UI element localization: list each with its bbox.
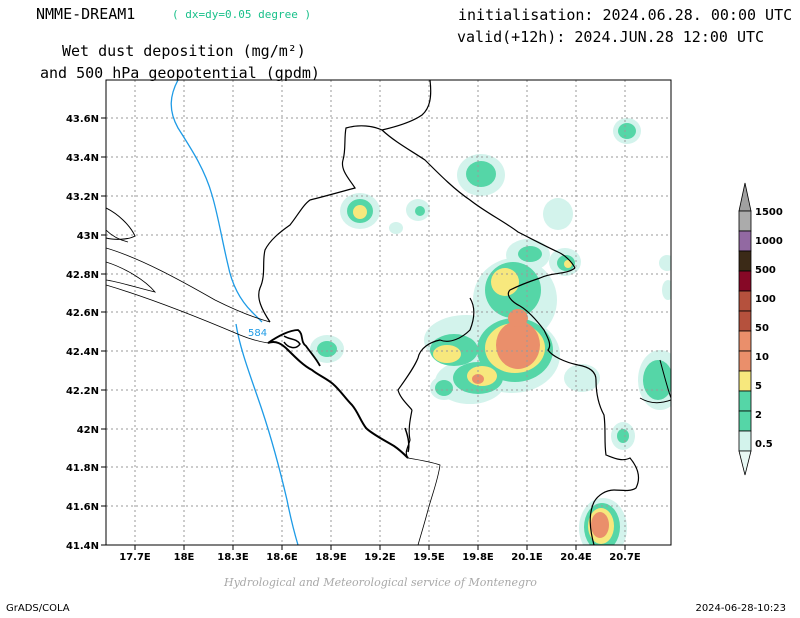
lon-label: 20.7E [609, 552, 641, 563]
lat-label: 43.4N [66, 153, 99, 164]
generated-timestamp: 2024-06-28-10:23 [695, 603, 786, 614]
lon-label: 20.4E [560, 552, 592, 563]
lat-label: 43.6N [66, 114, 99, 125]
lat-label: 43.2N [66, 192, 99, 203]
colorbar-label: 100 [755, 294, 776, 305]
colorbar-swatch [738, 430, 752, 452]
lon-label: 18.3E [217, 552, 249, 563]
software-label: GrADS/COLA [6, 603, 70, 614]
lat-label: 41.6N [66, 502, 99, 513]
colorbar-swatch [738, 210, 752, 232]
colorbar-swatch [738, 230, 752, 252]
lon-label: 19.2E [364, 552, 396, 563]
axis-ticks [101, 117, 626, 550]
colorbar [738, 182, 752, 476]
colorbar-swatch [738, 250, 752, 272]
dust-deposition-field [310, 118, 671, 545]
colorbar-swatch [738, 310, 752, 332]
lon-label: 19.5E [413, 552, 445, 563]
lat-lon-grid [106, 80, 671, 545]
lon-label: 19.8E [462, 552, 494, 563]
valid-time: valid(+12h): 2024.JUN.28 12:00 UTC [457, 28, 765, 46]
lon-label: 17.7E [119, 552, 151, 563]
colorbar-swatch [738, 270, 752, 292]
lat-label: 42.4N [66, 347, 99, 358]
lon-label: 18.9E [315, 552, 347, 563]
contour-label-584: 584 [248, 328, 267, 339]
colorbar-label: 1000 [755, 236, 783, 247]
lon-label: 18E [174, 552, 195, 563]
lat-label: 42.2N [66, 386, 99, 397]
country-borders [106, 80, 671, 545]
colorbar-swatch [738, 410, 752, 432]
credit-line: Hydrological and Meteorological service … [224, 576, 537, 589]
colorbar-top-triangle [738, 182, 752, 212]
colorbar-label: 0.5 [755, 439, 773, 450]
lat-label: 41.4N [66, 541, 99, 552]
colorbar-label: 10 [755, 352, 769, 363]
colorbar-label: 5 [755, 381, 762, 392]
colorbar-bottom-triangle [738, 450, 752, 476]
colorbar-label: 50 [755, 323, 769, 334]
lat-label: 42.8N [66, 270, 99, 281]
lat-label: 42.6N [66, 308, 99, 319]
lat-label: 41.8N [66, 463, 99, 474]
colorbar-swatch [738, 370, 752, 392]
lon-label: 20.1E [511, 552, 543, 563]
lat-label: 42N [77, 425, 99, 436]
colorbar-swatch [738, 350, 752, 372]
map-title-line1: Wet dust deposition (mg/m²) [62, 42, 306, 60]
colorbar-label: 2 [755, 410, 762, 421]
initialisation-time: initialisation: 2024.06.28. 00:00 UTC [458, 6, 793, 24]
model-name: NMME-DREAM1 [36, 5, 136, 23]
resolution-label: ( dx=dy=0.05 degree ) [172, 8, 312, 21]
colorbar-swatch [738, 330, 752, 352]
geopotential-contours [170, 80, 299, 545]
colorbar-label: 500 [755, 265, 776, 276]
colorbar-swatch [738, 390, 752, 412]
map-title-line2: and 500 hPa geopotential (gpdm) [40, 64, 320, 82]
colorbar-label: 1500 [755, 207, 783, 218]
lon-label: 18.6E [266, 552, 298, 563]
lat-label: 43N [77, 231, 99, 242]
colorbar-swatch [738, 290, 752, 312]
